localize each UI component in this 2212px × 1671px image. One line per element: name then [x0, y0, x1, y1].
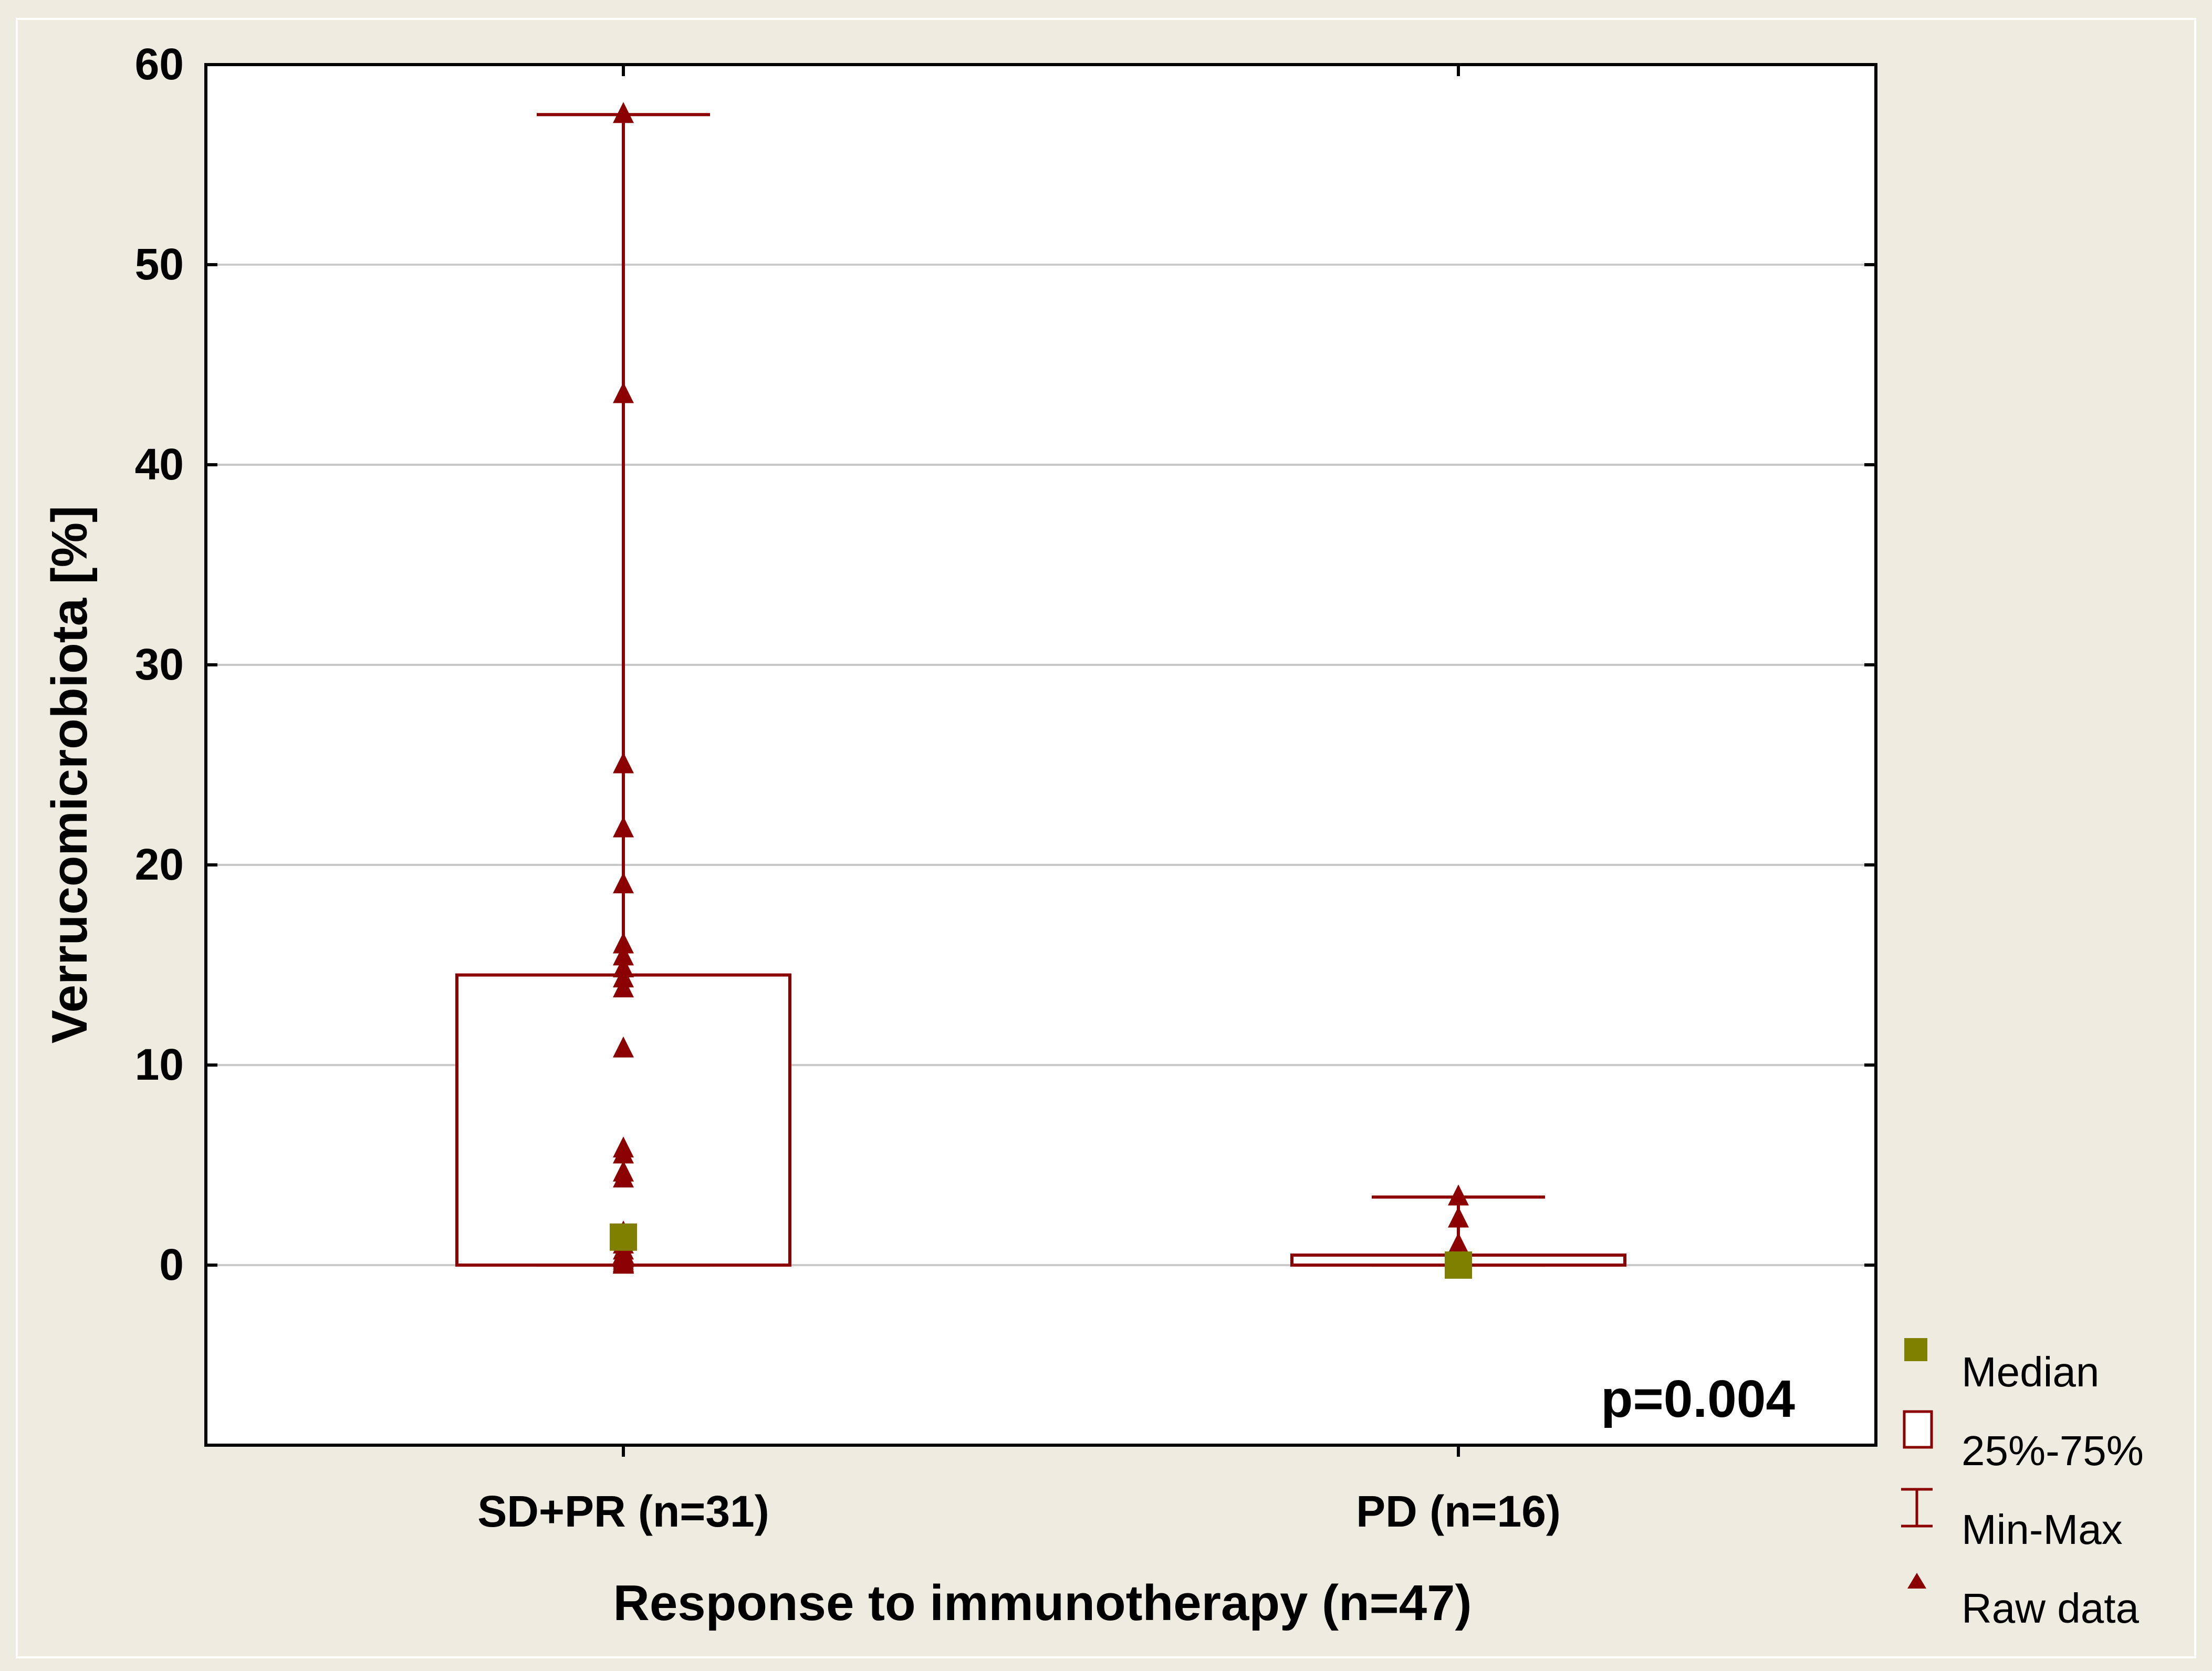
x-tick-label: PD (n=16) — [1356, 1487, 1561, 1536]
x-axis-title: Response to immunotherapy (n=47) — [613, 1575, 1472, 1631]
y-axis: 0 10 20 30 40 50 60 — [135, 39, 1876, 1289]
raw-data-point — [613, 1142, 634, 1164]
legend-label-iqr: 25%-75% — [1961, 1427, 2144, 1474]
median-markers — [610, 1223, 1472, 1279]
raw-data-point — [1448, 1184, 1469, 1206]
x-tick-label: SD+PR (n=31) — [477, 1487, 769, 1536]
legend-box-swatch — [1903, 1410, 1933, 1449]
legend: Median 25%-75% Min-Max Raw data — [1901, 1338, 2144, 1632]
x-axis: SD+PR (n=31) PD (n=16) — [477, 65, 1561, 1536]
boxes — [455, 113, 1626, 1267]
y-tick-label: 30 — [135, 640, 184, 689]
raw-data-point — [613, 1252, 634, 1274]
raw-data-point — [1448, 1206, 1469, 1228]
raw-data-point — [613, 752, 634, 774]
legend-whisker-swatch — [1901, 1488, 1933, 1528]
y-tick-label: 40 — [135, 440, 184, 489]
plot-frame — [204, 63, 1877, 1447]
p-value-annotation: p=0.004 — [1601, 1370, 1795, 1428]
raw-data-point — [613, 1166, 634, 1188]
y-tick-label: 10 — [135, 1040, 184, 1089]
raw-data-point — [613, 1036, 634, 1058]
y-tick-label: 60 — [135, 39, 184, 89]
legend-median-swatch — [1904, 1338, 1927, 1361]
raw-data-point — [613, 816, 634, 838]
y-axis-title: Verrucomicrobiota [%] — [41, 506, 98, 1043]
raw-data-point — [613, 932, 634, 954]
y-tick-label: 0 — [159, 1240, 184, 1289]
y-tick-label: 20 — [135, 840, 184, 889]
raw-data-point — [613, 976, 634, 998]
y-tick-label: 50 — [135, 239, 184, 289]
iqr-box — [455, 973, 791, 1267]
legend-label-raw: Raw data — [1961, 1585, 2139, 1632]
median-marker — [610, 1223, 637, 1251]
legend-label-minmax: Min-Max — [1961, 1506, 2123, 1553]
raw-data-point — [613, 872, 634, 894]
legend-triangle-swatch — [1907, 1573, 1926, 1589]
legend-label-median: Median — [1961, 1349, 2099, 1395]
raw-data-point — [613, 102, 634, 123]
median-marker — [1445, 1251, 1472, 1279]
raw-data-point — [613, 382, 634, 403]
raw-data-point — [613, 944, 634, 966]
